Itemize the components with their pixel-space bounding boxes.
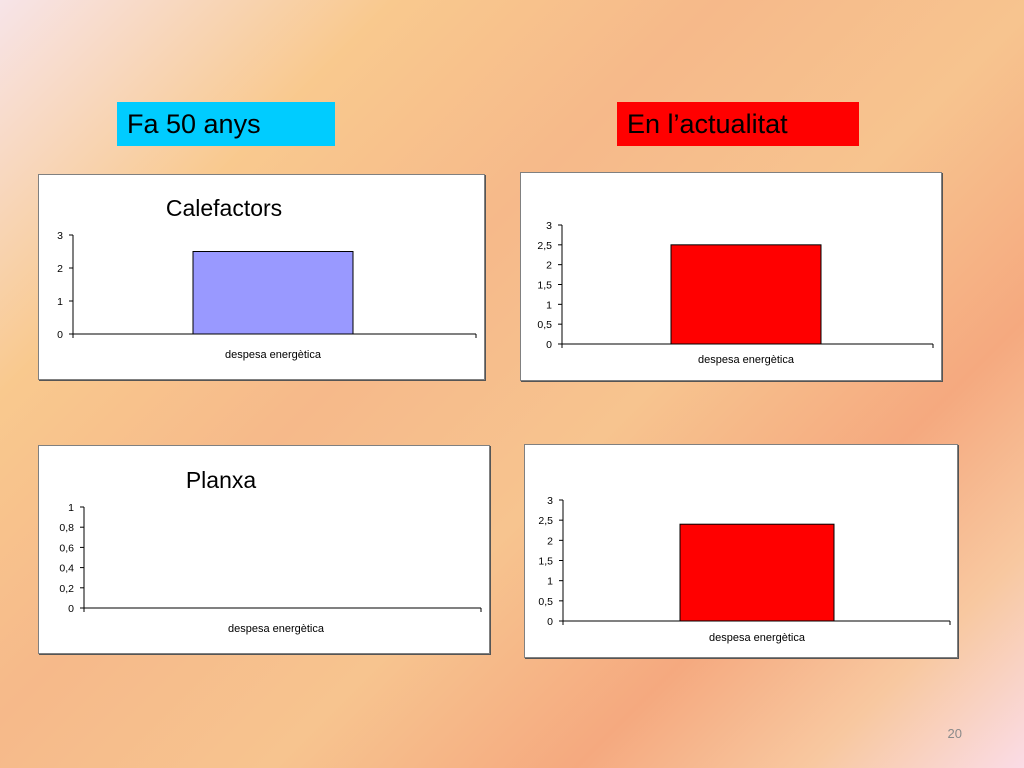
chart-svg: Planxa 0 0,2 0,4 0,6 0,8 1 despesa energètica <box>59 467 482 635</box>
y-tick-label: 1 <box>547 576 553 588</box>
y-tick-label: 0,5 <box>537 319 552 331</box>
bar <box>670 244 822 345</box>
category-label: despesa energètica <box>709 632 806 644</box>
y-tick-label: 1 <box>57 296 63 308</box>
y-tick-label: 3 <box>547 495 553 507</box>
y-tick-label: 2,5 <box>538 515 553 527</box>
chart-title: Planxa <box>186 467 257 493</box>
y-tick-label: 0,6 <box>59 542 74 554</box>
y-tick-label: 0 <box>68 603 74 615</box>
y-tick-label: 1 <box>68 502 74 514</box>
y-tick-label: 0 <box>57 329 63 341</box>
y-tick-label: 2 <box>57 263 63 275</box>
y-tick-label: 0 <box>547 616 553 628</box>
chart-planxa-past: Planxa 0 0,2 0,4 0,6 0,8 1 despesa energètica <box>38 445 490 654</box>
y-tick-label: 0,5 <box>538 596 553 608</box>
bar <box>679 523 835 622</box>
y-tick-label: 2,5 <box>537 240 552 252</box>
y-tick-label: 3 <box>546 220 552 232</box>
chart-svg: Calefactors 0 1 2 3 despesa energètica <box>57 195 477 361</box>
period-label-past: Fa 50 anys <box>117 102 335 146</box>
y-tick-label: 0,4 <box>59 563 74 575</box>
period-label-present: En l’actualitat <box>617 102 859 146</box>
y-tick-label: 2 <box>547 535 553 547</box>
chart-calefactors-past: Calefactors 0 1 2 3 despesa energètica <box>38 174 485 380</box>
page-number: 20 <box>947 726 962 741</box>
bar <box>192 251 354 335</box>
y-tick-label: 3 <box>57 230 63 242</box>
y-tick-label: 1,5 <box>537 280 552 292</box>
y-tick-label: 0,8 <box>59 522 74 534</box>
category-label: despesa energètica <box>698 354 795 366</box>
y-tick-label: 2 <box>546 260 552 272</box>
y-tick-label: 1 <box>546 299 552 311</box>
y-tick-label: 1,5 <box>538 556 553 568</box>
y-tick-label: 0 <box>546 339 552 351</box>
y-tick-label: 0,2 <box>59 583 74 595</box>
category-label: despesa energètica <box>228 623 325 635</box>
category-label: despesa energètica <box>225 349 322 361</box>
chart-title: Calefactors <box>166 195 282 221</box>
